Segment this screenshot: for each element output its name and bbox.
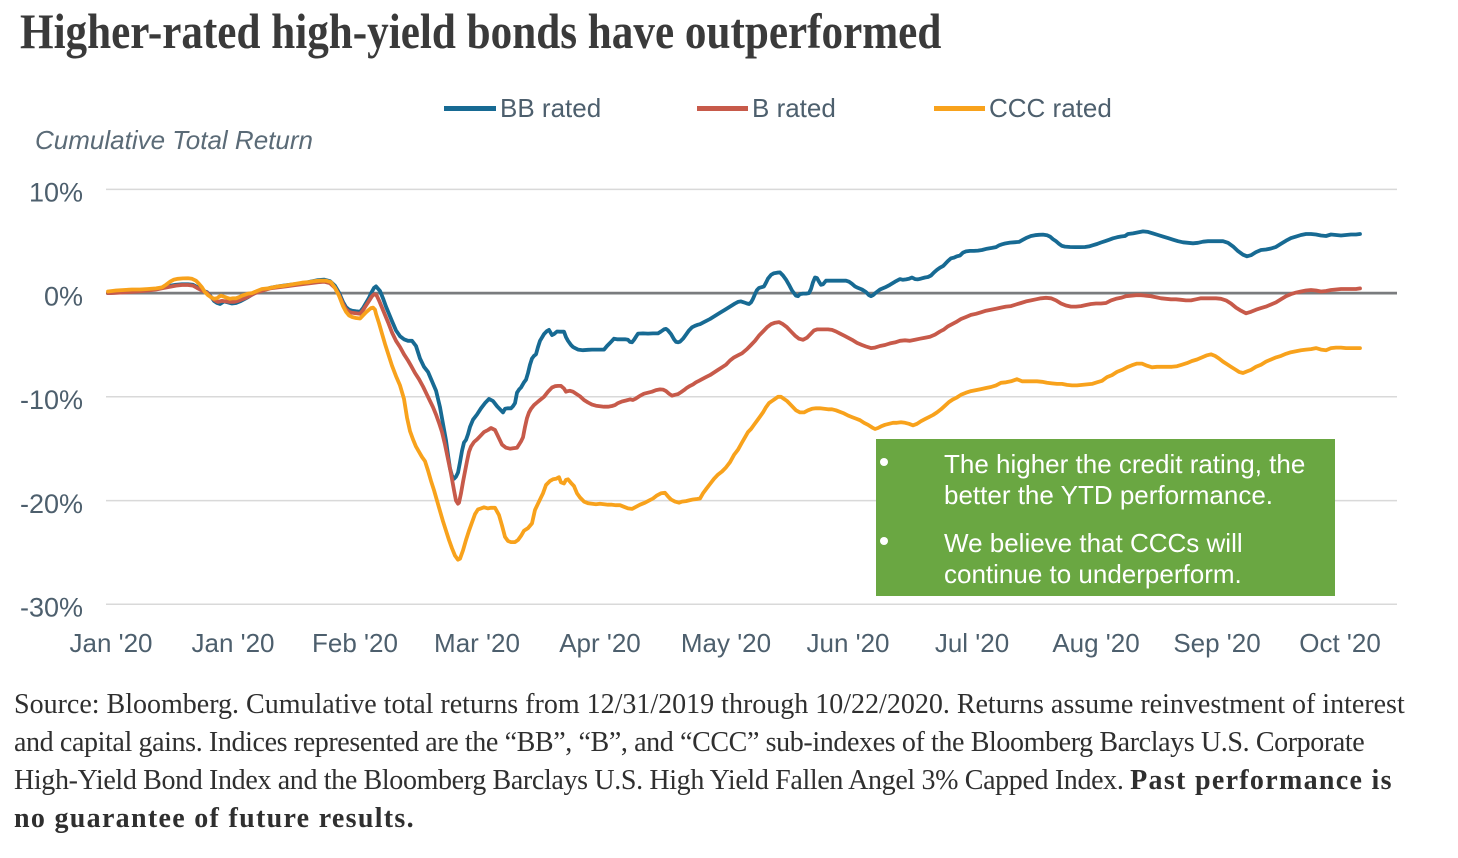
- svg-text:May '20: May '20: [681, 628, 771, 658]
- svg-text:Jun '20: Jun '20: [806, 628, 889, 658]
- svg-text:Jan '20: Jan '20: [69, 628, 152, 658]
- svg-text:Oct '20: Oct '20: [1299, 628, 1381, 658]
- svg-text:B rated: B rated: [752, 93, 836, 123]
- svg-text:-30%: -30%: [20, 593, 83, 623]
- svg-text:better the YTD performance.: better the YTD performance.: [944, 480, 1273, 510]
- svg-text:Apr '20: Apr '20: [559, 628, 641, 658]
- svg-text:-20%: -20%: [20, 489, 83, 519]
- svg-text:Jul '20: Jul '20: [935, 628, 1009, 658]
- svg-text:CCC rated: CCC rated: [989, 93, 1112, 123]
- svg-text:10%: 10%: [29, 178, 83, 208]
- svg-text:0%: 0%: [44, 281, 83, 311]
- svg-text:BB rated: BB rated: [500, 93, 601, 123]
- svg-text:The higher the credit rating,: The higher the credit rating, the: [944, 449, 1305, 479]
- svg-text:We believe that CCCs will: We believe that CCCs will: [944, 528, 1243, 558]
- svg-text:Feb '20: Feb '20: [312, 628, 398, 658]
- svg-text:Mar '20: Mar '20: [434, 628, 520, 658]
- svg-text:Jan '20: Jan '20: [191, 628, 274, 658]
- svg-text:continue to underperform.: continue to underperform.: [944, 559, 1242, 589]
- svg-text:Cumulative Total Return: Cumulative Total Return: [35, 125, 313, 155]
- svg-text:Sep '20: Sep '20: [1173, 628, 1260, 658]
- svg-text:Aug '20: Aug '20: [1052, 628, 1139, 658]
- svg-text:-10%: -10%: [20, 385, 83, 415]
